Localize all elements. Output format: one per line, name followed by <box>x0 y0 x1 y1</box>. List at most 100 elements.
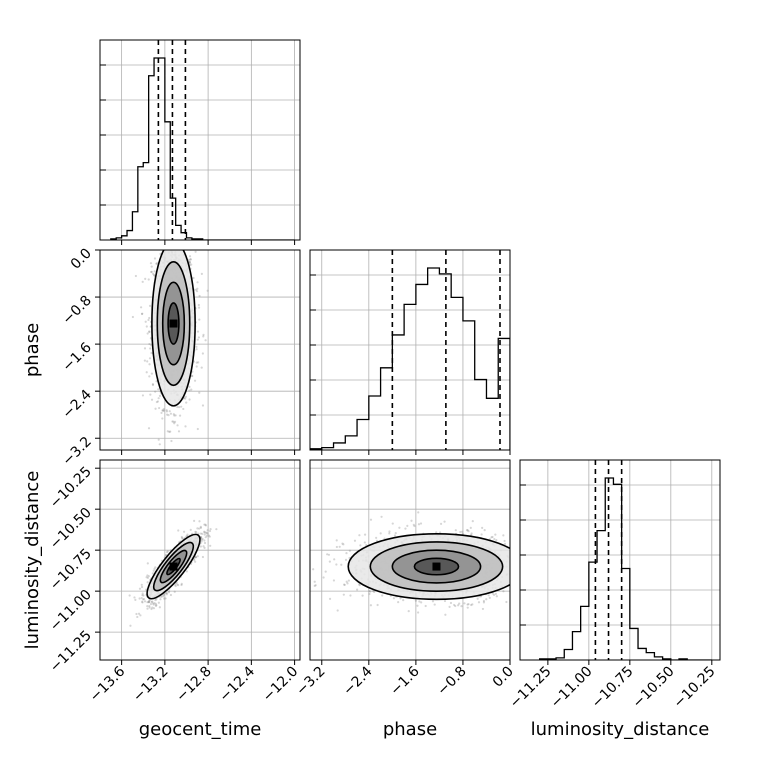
sample-point <box>173 414 176 417</box>
x-tick-label: −11.00 <box>548 664 596 712</box>
sample-point <box>380 515 383 518</box>
hist-bin <box>345 436 357 450</box>
sample-point <box>204 523 207 526</box>
sample-point <box>140 585 144 589</box>
sample-point <box>196 527 199 530</box>
sample-point <box>205 534 209 537</box>
sample-point <box>147 575 150 578</box>
sample-point <box>512 599 514 601</box>
sample-point <box>159 598 162 601</box>
sample-point <box>154 390 157 393</box>
sample-point <box>180 536 184 540</box>
sample-point <box>200 366 203 369</box>
sample-point <box>149 602 153 606</box>
sample-point <box>151 383 155 387</box>
panel-frame <box>99 249 301 451</box>
sample-point <box>155 262 158 265</box>
sample-point <box>537 584 539 586</box>
sample-point <box>195 361 198 364</box>
sample-point <box>165 591 168 595</box>
sample-point <box>369 518 373 521</box>
sample-point <box>419 522 423 525</box>
sample-point <box>195 345 198 348</box>
sample-point <box>466 603 469 606</box>
sample-point <box>204 531 207 534</box>
sample-point <box>356 588 359 591</box>
x-tick-label: −12.8 <box>173 664 215 706</box>
contour-line <box>167 302 180 345</box>
sample-point <box>313 580 316 583</box>
sample-point <box>410 519 413 522</box>
sample-point <box>206 532 209 535</box>
sample-point <box>169 412 173 415</box>
sample-point <box>196 427 199 431</box>
x-tick-label: −13.6 <box>87 663 129 705</box>
sample-point <box>144 277 147 280</box>
sample-point <box>576 594 578 596</box>
sample-point <box>314 584 317 587</box>
sample-point <box>348 549 351 552</box>
sample-point <box>189 258 192 261</box>
sample-point <box>417 523 421 526</box>
sample-point <box>463 602 466 605</box>
sample-point <box>152 603 155 606</box>
sample-point <box>153 601 156 605</box>
panel-phase-geocent_time: −3.2 −2.4 −1.6 −0.8 0.0 phase <box>22 203 301 469</box>
sample-point <box>147 600 150 604</box>
sample-point <box>199 532 203 535</box>
sample-point <box>412 523 415 526</box>
sample-point <box>481 526 484 529</box>
sample-point <box>176 583 179 586</box>
sample-point <box>199 526 203 529</box>
sample-point <box>208 535 211 538</box>
sample-point <box>143 359 146 362</box>
sample-point <box>539 543 541 545</box>
sample-point <box>141 598 145 601</box>
sample-point <box>550 572 552 574</box>
sample-point <box>196 281 199 284</box>
sample-point <box>363 533 367 536</box>
sample-point <box>150 607 153 611</box>
sample-point <box>194 556 197 559</box>
sample-point <box>155 262 158 265</box>
sample-point <box>165 593 168 596</box>
sample-point <box>148 599 151 602</box>
sample-point <box>513 542 515 544</box>
sample-point <box>141 600 144 603</box>
sample-point <box>443 599 447 603</box>
density-peak <box>169 319 178 328</box>
sample-point <box>148 606 151 609</box>
sample-point <box>165 592 168 595</box>
sample-point <box>349 594 352 597</box>
sample-point <box>138 587 142 590</box>
sample-point <box>431 600 435 603</box>
sample-point <box>166 430 169 433</box>
sample-point <box>206 529 209 532</box>
sample-point <box>140 583 143 586</box>
sample-point <box>145 371 148 374</box>
sample-point <box>146 607 149 610</box>
sample-point <box>171 420 174 423</box>
sample-point <box>195 365 198 368</box>
hist-step-line <box>110 57 295 240</box>
y-tick-label: −3.2 <box>59 434 94 469</box>
sample-point <box>169 430 172 433</box>
sample-point <box>166 550 169 553</box>
contour-line <box>161 281 186 366</box>
sample-point <box>194 530 197 534</box>
sample-point <box>379 532 382 535</box>
sample-point <box>182 203 184 205</box>
sample-point <box>160 411 163 415</box>
sample-point <box>466 529 469 532</box>
sample-point <box>175 242 177 244</box>
sample-point <box>413 524 416 528</box>
sample-point <box>153 567 156 571</box>
sample-point <box>494 533 497 536</box>
sample-point <box>139 306 143 309</box>
sample-point <box>541 559 543 561</box>
sample-point <box>151 383 155 386</box>
sample-point <box>180 583 183 587</box>
sample-point <box>467 603 470 606</box>
sample-point <box>524 570 526 572</box>
sample-point <box>476 597 479 600</box>
